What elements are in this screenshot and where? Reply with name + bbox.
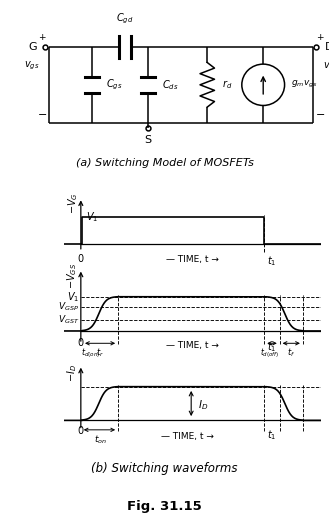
Text: (a) Switching Model of MOSFETs: (a) Switching Model of MOSFETs <box>76 158 253 167</box>
Text: $-$: $-$ <box>315 109 325 118</box>
Text: $t_r$: $t_r$ <box>96 346 104 358</box>
Text: $v_{ds}$: $v_{ds}$ <box>323 60 329 72</box>
Text: $g_m v_{gs}$: $g_m v_{gs}$ <box>291 80 318 90</box>
Text: $V_{GSP}$: $V_{GSP}$ <box>58 301 79 313</box>
Text: $C_{gs}$: $C_{gs}$ <box>106 77 122 92</box>
Text: — TIME, t →: — TIME, t → <box>161 432 214 441</box>
Text: +: + <box>316 33 323 42</box>
Text: Fig. 31.15: Fig. 31.15 <box>127 500 202 513</box>
Text: — TIME, t →: — TIME, t → <box>166 341 219 350</box>
Text: $-$: $-$ <box>37 109 47 118</box>
Text: $C_{ds}$: $C_{ds}$ <box>162 78 178 92</box>
Text: $V_1$: $V_1$ <box>67 290 79 304</box>
Text: $v_{gs}$: $v_{gs}$ <box>23 59 39 72</box>
Text: $V_{GST}$: $V_{GST}$ <box>58 314 79 326</box>
Text: 0: 0 <box>78 338 84 348</box>
Text: D: D <box>325 42 329 51</box>
Text: $t_1$: $t_1$ <box>267 254 276 268</box>
Text: $-I_D$: $-I_D$ <box>65 364 79 382</box>
Text: $r_d$: $r_d$ <box>222 78 232 91</box>
Text: S: S <box>144 136 152 145</box>
Text: 0: 0 <box>78 427 84 437</box>
Text: $-V_{GS}$: $-V_{GS}$ <box>65 263 79 289</box>
Text: — TIME, t →: — TIME, t → <box>166 255 219 264</box>
Text: $t_1$: $t_1$ <box>267 341 276 355</box>
Text: G: G <box>29 42 37 51</box>
Text: 0: 0 <box>78 254 84 264</box>
Text: $-V_G$: $-V_G$ <box>66 192 80 214</box>
Text: $t_{d(on)}$: $t_{d(on)}$ <box>81 346 100 360</box>
Text: +: + <box>38 33 46 42</box>
Text: $V_1$: $V_1$ <box>86 210 98 224</box>
Text: $I_D$: $I_D$ <box>198 399 208 412</box>
Text: $C_{gd}$: $C_{gd}$ <box>116 12 134 26</box>
Text: $t_{d(off)}$: $t_{d(off)}$ <box>260 346 279 360</box>
Text: $t_1$: $t_1$ <box>267 428 276 442</box>
Text: $t_f$: $t_f$ <box>287 346 295 358</box>
Text: $t_{on}$: $t_{on}$ <box>93 433 107 446</box>
Text: (b) Switching waveforms: (b) Switching waveforms <box>91 463 238 475</box>
